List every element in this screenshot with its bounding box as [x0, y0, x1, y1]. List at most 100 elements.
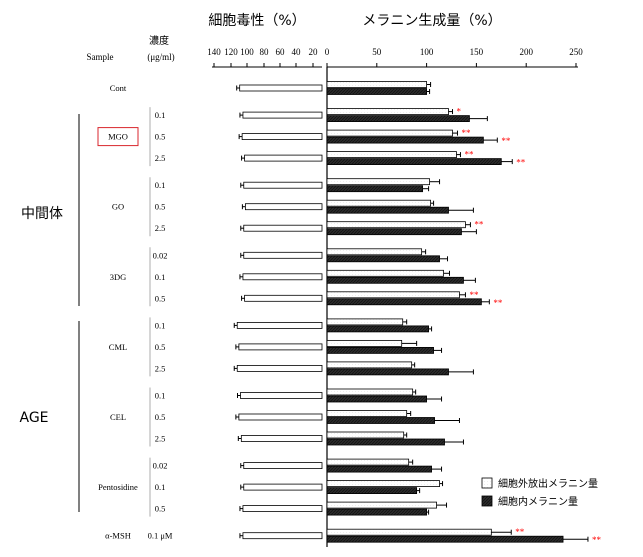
- intracellular-bar: [326, 206, 449, 214]
- significance-mark: **: [516, 158, 526, 168]
- extracellular-bar: [326, 269, 444, 277]
- concentration-label: 0.1 μM: [148, 531, 173, 541]
- cytotoxicity-bar: [240, 435, 323, 442]
- legend-label-intracellular: 細胞内メラニン量: [498, 495, 578, 508]
- left-axis-tick-label: 120: [224, 47, 238, 57]
- age-label: AGE: [19, 410, 48, 426]
- group-label: CEL: [110, 412, 126, 422]
- concentration-label: 0.02: [153, 461, 168, 471]
- extracellular-bar: [326, 151, 457, 159]
- concentration-label: 0.1: [155, 180, 166, 190]
- extracellular-bar: [326, 339, 403, 347]
- intracellular-bar: [326, 298, 482, 306]
- cytotoxicity-bar: [243, 224, 323, 232]
- right-axis-tick-label: 200: [519, 47, 533, 57]
- intracellular-bar: [326, 115, 470, 122]
- cytotoxicity-bar: [242, 273, 323, 281]
- intracellular-bar: [326, 158, 502, 166]
- concentration-label: 0.5: [155, 504, 166, 514]
- group-label: α-MSH: [105, 531, 131, 541]
- extracellular-bar: [326, 528, 492, 536]
- significance-mark: **: [461, 128, 471, 138]
- legend-swatch-extracellular: [481, 477, 493, 489]
- significance-mark: **: [515, 527, 525, 537]
- concentration-label: 0.1: [155, 272, 166, 282]
- cytotoxicity-bar: [244, 203, 323, 211]
- left-axis-tick-label: 20: [309, 47, 319, 57]
- cytotoxicity-bar: [244, 154, 323, 162]
- right-panel-title: メラニン生成量（%）: [362, 13, 501, 29]
- intracellular-bar: [326, 395, 427, 403]
- extracellular-bar: [326, 178, 430, 186]
- right-axis-tick-label: 250: [569, 47, 583, 57]
- group-label: Pentosidine: [98, 482, 138, 492]
- legend: 細胞外放出メラニン量 細胞内メラニン量: [481, 477, 598, 508]
- group-label: CML: [109, 342, 127, 352]
- significance-mark: **: [501, 136, 511, 146]
- left-axis-tick-label: 100: [240, 47, 254, 57]
- extracellular-bar: [326, 291, 460, 299]
- extracellular-bar: [326, 108, 449, 115]
- cytotoxicity-bar: [236, 321, 323, 329]
- extracellular-bar: [326, 458, 410, 466]
- concentration-label: 2.5: [155, 223, 166, 233]
- concentration-label: 0.02: [153, 250, 168, 260]
- cytotoxicity-bar: [243, 251, 323, 259]
- cytotoxicity-bar: [243, 483, 323, 491]
- concentration-label: 0.1: [155, 391, 166, 401]
- extracellular-bar: [326, 501, 437, 509]
- intracellular-bar: [326, 417, 435, 424]
- intracellular-bar: [326, 535, 564, 543]
- cytotoxicity-bar: [242, 505, 323, 513]
- concentration-label: 0.5: [155, 412, 166, 422]
- extracellular-bar: [326, 388, 414, 396]
- extracellular-bar: [326, 248, 423, 256]
- concentration-label: 0.1: [155, 482, 166, 492]
- legend-label-extracellular: 細胞外放出メラニン量: [498, 477, 598, 490]
- significance-mark: *: [456, 107, 461, 117]
- concentration-label: 2.5: [155, 363, 166, 373]
- extracellular-bar: [326, 318, 404, 326]
- cytotoxicity-bar: [236, 364, 323, 372]
- left-axis-tick-label: 140: [207, 47, 221, 57]
- group-label: MGO: [108, 132, 128, 142]
- intracellular-bar: [326, 487, 418, 495]
- significance-mark: **: [493, 298, 503, 308]
- data-rows: Cont 0.1 * 0.5 ** ** 2.5 ** ** MGO 0.1 0.5 2.5 ** GO 0.…: [97, 81, 601, 545]
- intracellular-bar: [326, 185, 424, 193]
- intracellular-bar: [326, 346, 434, 354]
- concentration-label: 2.5: [155, 153, 166, 163]
- intracellular-bar: [326, 276, 464, 284]
- significance-mark: **: [469, 290, 479, 300]
- cytotoxicity-bar: [238, 343, 323, 351]
- group-label: GO: [112, 202, 124, 212]
- intracellular-bar: [326, 438, 445, 446]
- concentration-label: 0.5: [155, 342, 166, 352]
- right-axis-tick-label: 150: [470, 47, 484, 57]
- extracellular-bar: [326, 81, 427, 88]
- concentration-label: 0.5: [155, 202, 166, 212]
- extracellular-bar: [326, 129, 453, 137]
- cytotoxicity-bar: [239, 84, 323, 92]
- concentration-label: 2.5: [155, 434, 166, 444]
- intracellular-bar: [326, 228, 462, 236]
- cytotoxicity-bar: [242, 111, 323, 119]
- cytotoxicity-bar: [243, 462, 323, 470]
- intracellular-bar: [326, 465, 432, 473]
- concentration-header: 濃度: [149, 34, 169, 47]
- left-axis-tick-label: 60: [276, 47, 286, 57]
- sample-header: Sample: [87, 52, 114, 62]
- significance-mark: **: [464, 150, 474, 160]
- highlight-box: [97, 127, 139, 147]
- concentration-label: 0.1: [155, 110, 166, 120]
- cytotoxicity-bar: [244, 294, 323, 302]
- intracellular-bar: [326, 325, 429, 333]
- left-panel-title: 細胞毒性（%）: [208, 13, 305, 29]
- cytotoxicity-bar: [240, 392, 323, 399]
- extracellular-bar: [326, 431, 405, 439]
- cytotoxicity-bar: [241, 133, 323, 141]
- intracellular-bar: [326, 368, 449, 376]
- legend-swatch-intracellular: [481, 495, 493, 507]
